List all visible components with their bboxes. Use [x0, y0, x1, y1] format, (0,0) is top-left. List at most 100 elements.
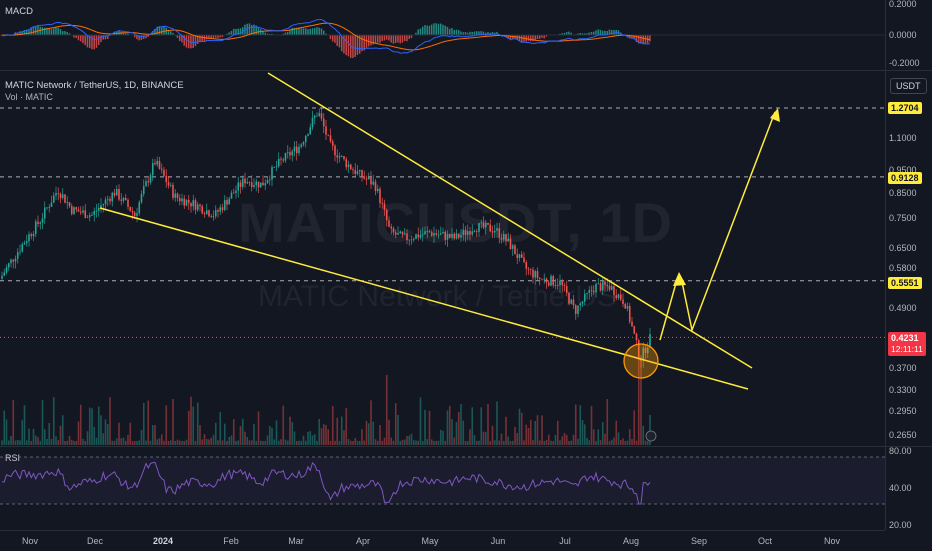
- volume-bar: [629, 429, 631, 445]
- volume-bar: [188, 411, 190, 445]
- chart-canvas[interactable]: [0, 0, 885, 530]
- volume-bar: [325, 425, 327, 445]
- candle-body: [350, 165, 352, 170]
- candle-body: [152, 163, 154, 175]
- volume-bar: [543, 441, 545, 445]
- volume-bar: [431, 439, 433, 445]
- volume-bar: [195, 441, 197, 445]
- candle-body: [501, 238, 503, 240]
- time-label: Oct: [758, 536, 772, 546]
- volume-bar: [253, 424, 255, 445]
- volume-bar: [258, 411, 260, 445]
- candle-body: [66, 202, 68, 203]
- volume-bar: [359, 441, 361, 445]
- volume-bar: [69, 436, 71, 445]
- macd-histogram-bar: [314, 28, 316, 35]
- candle-body: [84, 210, 86, 217]
- macd-histogram-bar: [442, 25, 444, 36]
- candle-body: [604, 281, 606, 284]
- macd-histogram-bar: [84, 35, 86, 45]
- current-price-tag: 0.4231 12:11:11: [888, 332, 926, 356]
- candle-body: [287, 152, 289, 153]
- candle-body: [507, 239, 509, 242]
- volume-bar: [210, 438, 212, 445]
- candle-body: [181, 199, 183, 202]
- candle-body: [417, 234, 419, 237]
- candle-body: [521, 254, 523, 257]
- volume-bar: [78, 422, 80, 445]
- candle-body: [206, 210, 208, 214]
- candle-body: [82, 210, 84, 212]
- time-label: Nov: [22, 536, 38, 546]
- volume-bar: [125, 441, 127, 445]
- macd-histogram-bar: [42, 27, 44, 35]
- time-label: Dec: [87, 536, 103, 546]
- candle-body: [399, 232, 401, 234]
- candle-body: [568, 293, 570, 304]
- candle-body: [411, 239, 413, 240]
- time-axis[interactable]: Nov Dec 2024 Feb Mar Apr May Jun Jul Aug…: [0, 530, 885, 551]
- candle-body: [476, 231, 478, 232]
- candle-body: [309, 127, 311, 134]
- volume-bar: [492, 426, 494, 445]
- candle-body: [447, 234, 449, 240]
- volume-bar: [395, 403, 397, 445]
- volume-bar: [120, 438, 122, 445]
- volume-bar: [132, 441, 134, 445]
- candle-body: [78, 210, 80, 212]
- candle-body: [602, 281, 604, 290]
- time-label: May: [421, 536, 438, 546]
- volume-bar: [647, 441, 649, 445]
- volume-bar: [53, 397, 55, 445]
- time-label: Feb: [223, 536, 239, 546]
- candle-body: [233, 193, 235, 194]
- volume-bar: [39, 441, 41, 445]
- volume-bar: [276, 420, 278, 445]
- volume-bar: [269, 426, 271, 445]
- macd-histogram-bar: [309, 29, 311, 35]
- candle-body: [523, 258, 525, 262]
- macd-histogram-bar: [440, 24, 442, 36]
- volume-bar: [462, 421, 464, 445]
- volume-bar: [530, 420, 532, 445]
- time-label: Apr: [356, 536, 370, 546]
- volume-bar: [485, 432, 487, 445]
- volume-bar: [26, 440, 28, 445]
- macd-histogram-bar: [377, 35, 379, 43]
- candle-body: [413, 239, 415, 240]
- volume-bar: [233, 419, 235, 445]
- candle-body: [615, 295, 617, 298]
- volume-bar: [179, 441, 181, 445]
- macd-tick: 0.0000: [889, 30, 917, 40]
- volume-bar: [516, 433, 518, 445]
- volume-bar: [415, 441, 417, 445]
- volume-bar: [91, 408, 93, 445]
- candle-body: [260, 183, 262, 188]
- volume-bar: [532, 440, 534, 445]
- lightning-icon: [646, 431, 656, 441]
- candle-body: [285, 153, 287, 161]
- volume-bar: [116, 438, 118, 445]
- volume-bar: [555, 435, 557, 445]
- macd-histogram-bar: [249, 23, 251, 35]
- candle-body: [606, 285, 608, 286]
- volume-bar: [215, 423, 217, 445]
- projection-arrowhead: [673, 272, 686, 286]
- volume-bar: [46, 439, 48, 445]
- candle-body: [460, 235, 462, 238]
- candle-body: [156, 161, 158, 164]
- candle-body: [487, 223, 489, 225]
- volume-bar: [62, 415, 64, 445]
- currency-button[interactable]: USDT: [890, 78, 927, 94]
- candle-body: [582, 302, 584, 304]
- candle-body: [314, 116, 316, 118]
- candle-body: [514, 245, 516, 254]
- volume-bar: [93, 427, 95, 445]
- volume-bar: [222, 440, 224, 445]
- macd-histogram-bar: [426, 25, 428, 35]
- candle-body: [629, 306, 631, 322]
- candle-body: [102, 204, 104, 205]
- volume-bar: [469, 429, 471, 445]
- volume-bar: [28, 428, 30, 445]
- candle-body: [26, 241, 28, 243]
